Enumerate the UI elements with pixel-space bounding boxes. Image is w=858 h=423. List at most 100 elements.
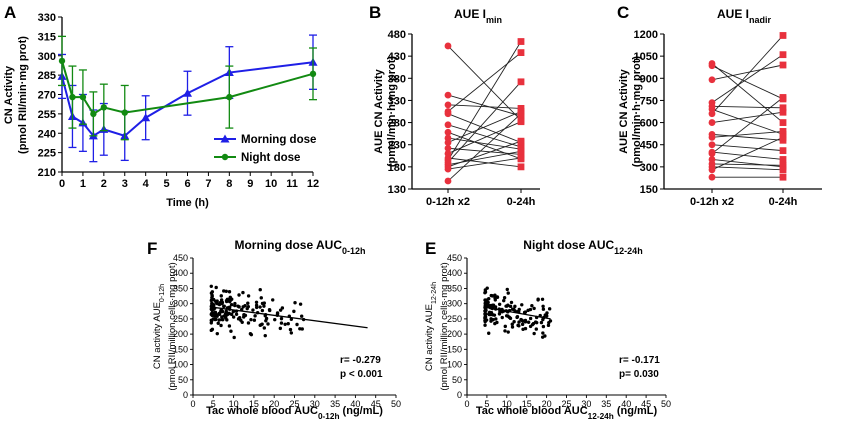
scatter-point: [530, 304, 534, 308]
scatter-point: [213, 317, 217, 322]
scatter-point: [219, 323, 223, 328]
x-tick-label: 15: [249, 399, 259, 409]
y-axis-label-1-sub: 12-24h: [430, 282, 438, 304]
scatter-point: [215, 331, 219, 336]
scatter-point: [220, 309, 225, 314]
x-tick-label-a: 3: [122, 178, 128, 190]
panel-c: C AUE Inadir 150 300 450 600 750 900 1050 1200 0-1…: [617, 3, 822, 208]
x-tick-label: 35: [330, 399, 340, 409]
scatter-point: [493, 293, 497, 297]
scatter-point: [278, 326, 283, 331]
x-tick-label-a: 4: [143, 178, 150, 190]
panel-title-sub: 12-24h: [614, 246, 643, 256]
scatter-point: [300, 327, 304, 331]
regression-line: [486, 306, 551, 320]
panel-label: B: [369, 3, 381, 22]
scatter-point: [227, 290, 232, 294]
scatter-point: [489, 293, 493, 298]
y-tick-label-a: 300: [38, 51, 56, 63]
y-tick-label-a: 210: [38, 167, 56, 179]
scatter-point: [540, 335, 545, 339]
pair-point-0-24h: [517, 163, 525, 171]
panel-label-a: A: [4, 3, 16, 22]
scatter-point: [237, 305, 241, 309]
panel-title: Night dose AUC12-24h: [523, 238, 642, 256]
pair-point-0-12h: [708, 110, 716, 118]
y-tick-label: 230: [388, 140, 406, 152]
scatter-point: [541, 304, 545, 308]
scatter-point: [242, 315, 246, 319]
scatter-point: [209, 328, 213, 333]
pair-point-0-12h: [708, 62, 716, 70]
scatter-point: [508, 316, 513, 321]
scatter-point: [510, 322, 514, 326]
scatter-point: [487, 331, 491, 335]
pair-point-0-24h: [779, 166, 787, 174]
y-tick-label: 130: [388, 184, 406, 196]
data-point-circle: [79, 93, 87, 101]
panel-title: AUE Imin: [454, 7, 502, 25]
panel-title-sub: 0-12h: [342, 246, 366, 256]
x-axis-label: Tac whole blood AUC0-12h (ng/mL): [206, 405, 383, 421]
pair-line: [447, 111, 522, 143]
panel-title-sub: nadir: [749, 15, 772, 25]
scatter-point: [503, 324, 507, 329]
pair-point-0-24h: [779, 108, 787, 116]
x-category-label: 0-24h: [769, 196, 798, 208]
scatter-point: [252, 318, 257, 322]
scatter-point: [299, 314, 304, 318]
panel-title: AUE Inadir: [717, 7, 772, 25]
scatter-point: [279, 316, 284, 321]
x-tick-label-a: 2: [101, 178, 107, 190]
panel-label: C: [617, 3, 629, 22]
y-tick-label-a: 285: [38, 70, 56, 82]
pair-point-0-12h: [444, 42, 452, 50]
scatter-point: [262, 326, 267, 330]
scatter-point: [483, 309, 487, 313]
scatter-point: [216, 321, 220, 325]
y-tick-label: 750: [640, 95, 658, 107]
panel-title-main: AUE I: [454, 7, 486, 21]
x-tick-label-a: 6: [184, 178, 190, 190]
pair-line: [711, 159, 784, 168]
x-tick-label: 35: [601, 399, 611, 409]
scatter-point: [528, 307, 533, 312]
scatter-point: [298, 302, 303, 306]
correlation-p: p < 0.001: [340, 369, 383, 380]
x-tick-label: 50: [391, 399, 401, 409]
y-axis-label-a-2: (pmol RII/min·mg prot): [17, 36, 29, 154]
y-tick-label: 1200: [634, 29, 658, 41]
scatter-point: [483, 323, 487, 327]
scatter-point: [502, 296, 507, 300]
x-tick-label: 25: [289, 399, 299, 409]
scatter-point: [506, 291, 510, 295]
data-point-circle: [226, 93, 233, 101]
y-axis-label-a-1: CN Activity: [3, 65, 15, 124]
panel-title-sub: min: [486, 15, 502, 25]
scatter-point: [210, 293, 214, 297]
pair-point-0-24h: [779, 94, 787, 101]
panel-title: Morning dose AUC0-12h: [234, 238, 365, 256]
x-category-label: 0-24h: [507, 196, 536, 208]
y-tick-label: 250: [447, 314, 462, 324]
pair-line: [447, 94, 522, 117]
correlation-r: r= -0.171: [619, 355, 660, 366]
y-tick-label: 300: [447, 299, 462, 309]
pair-point-0-12h: [708, 133, 716, 141]
scatter-point: [254, 305, 259, 310]
data-point-triangle: [141, 113, 151, 122]
scatter-point: [520, 322, 525, 327]
scatter-point: [541, 317, 545, 322]
scatter-point: [545, 311, 549, 315]
scatter-point: [517, 320, 521, 324]
scatter-point: [229, 329, 233, 333]
scatter-point: [264, 316, 269, 321]
pair-point-0-24h: [517, 147, 525, 155]
pair-line: [447, 81, 522, 163]
scatter-point: [245, 306, 249, 311]
scatter-point: [483, 318, 487, 323]
panel-f: F Morning dose AUC0-12h050100150200250300…: [147, 238, 401, 421]
panel-label: F: [147, 239, 157, 258]
y-tick-label: 280: [388, 118, 406, 130]
